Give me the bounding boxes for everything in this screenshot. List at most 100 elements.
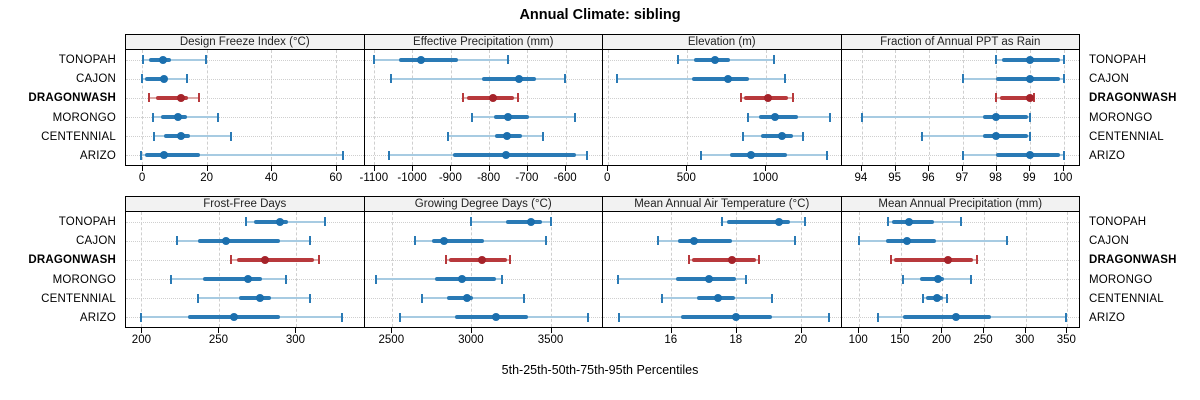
median-dot xyxy=(159,55,168,64)
iqr-bar-25-75 xyxy=(691,76,749,81)
site-label-centennial: CENTENNIAL xyxy=(41,292,116,305)
cap-95th xyxy=(783,74,786,84)
panel-group: Frost-Free Days Growing Degree Days (°C) M… xyxy=(125,196,1080,328)
gridline-vertical xyxy=(450,50,452,165)
cap-5th xyxy=(140,150,143,160)
cap-95th xyxy=(516,93,519,103)
whisker-5-95 xyxy=(143,58,207,61)
gridline-vertical xyxy=(686,50,688,165)
panel-header: Frost-Free Days xyxy=(126,197,364,212)
median-dot xyxy=(503,132,511,141)
cap-5th xyxy=(446,131,449,141)
cap-5th xyxy=(921,131,924,141)
site-label-cajon: CAJON xyxy=(1089,72,1129,85)
cap-5th xyxy=(374,274,377,284)
site-label-morongo: MORONGO xyxy=(52,111,116,124)
gridline-row xyxy=(126,221,364,223)
axis-tick-label: 0 xyxy=(604,172,611,184)
site-label-dragonwash: DRAGONWASH xyxy=(28,92,116,105)
iqr-bar-25-75 xyxy=(982,134,1029,139)
iqr-bar-25-75 xyxy=(892,219,934,224)
cap-95th xyxy=(507,55,510,65)
median-dot xyxy=(160,151,169,160)
median-dot xyxy=(724,74,733,83)
panel-plot-area xyxy=(364,50,602,165)
cap-95th xyxy=(340,312,343,322)
gridline-vertical xyxy=(412,50,414,165)
whisker-5-95 xyxy=(141,154,344,157)
gridline-vertical xyxy=(766,50,768,165)
site-label-centennial: CENTENNIAL xyxy=(1089,292,1164,305)
whisker-5-95 xyxy=(922,135,1031,138)
cap-95th xyxy=(509,255,512,265)
gridline-vertical xyxy=(1025,212,1027,327)
iqr-bar-25-75 xyxy=(432,238,485,243)
gridline-vertical xyxy=(295,212,297,327)
cap-5th xyxy=(660,293,663,303)
axis-tick-label: 20 xyxy=(200,172,214,184)
axis-tick xyxy=(941,328,943,333)
iqr-bar-25-75 xyxy=(677,238,732,243)
whisker-5-95 xyxy=(421,297,524,300)
axis-tick-label: 150 xyxy=(890,334,910,346)
median-dot xyxy=(222,236,231,245)
gridline-vertical xyxy=(962,50,964,165)
cap-5th xyxy=(413,236,416,246)
median-dot xyxy=(774,217,783,226)
figure-title: Annual Climate: sibling xyxy=(519,7,681,23)
axis-tick xyxy=(899,328,901,333)
site-label-gutter-right: TONOPAH CAJON DRAGONWASH MORONGO CENTENNIAL A… xyxy=(1080,34,1200,192)
panel-header: Mean Annual Precipitation (mm) xyxy=(841,197,1079,212)
cap-5th xyxy=(151,112,154,122)
median-dot xyxy=(527,217,536,226)
axis-tick-label: 16 xyxy=(664,334,678,346)
cap-5th xyxy=(616,74,619,84)
median-dot xyxy=(944,255,953,264)
gridline-vertical xyxy=(565,50,567,165)
iqr-bar-25-75 xyxy=(681,315,773,320)
axis-tick xyxy=(1066,328,1068,333)
cap-95th xyxy=(1029,131,1032,141)
cap-95th xyxy=(829,112,832,122)
axis-tick xyxy=(800,328,802,333)
median-dot xyxy=(763,93,772,102)
axis-tick-label: -900 xyxy=(438,172,462,184)
cap-95th xyxy=(793,236,796,246)
median-dot xyxy=(477,255,486,264)
iqr-bar-25-75 xyxy=(198,238,281,243)
axis-tick xyxy=(961,166,963,171)
median-dot xyxy=(173,113,182,122)
cap-5th xyxy=(700,150,703,160)
gridline-vertical xyxy=(141,212,143,327)
site-label-gutter-right: TONOPAH CAJON DRAGONWASH MORONGO CENTENNIAL A… xyxy=(1080,196,1200,354)
cap-95th xyxy=(564,74,567,84)
axis-tick xyxy=(1024,328,1026,333)
site-label-morongo: MORONGO xyxy=(1089,273,1153,286)
axis-tick-label: 100 xyxy=(1053,172,1073,184)
axis-tick xyxy=(335,166,337,171)
panel-header: Elevation (m) xyxy=(603,35,841,50)
site-label-arizo: ARIZO xyxy=(79,150,116,163)
median-dot xyxy=(770,113,779,122)
cap-5th xyxy=(742,131,745,141)
panel-fraction-of-annual-ppt-as-rain: Fraction of Annual PPT as Rain xyxy=(841,35,1079,165)
median-dot xyxy=(256,294,265,303)
cap-5th xyxy=(141,74,144,84)
cap-5th xyxy=(720,217,723,227)
cap-5th xyxy=(618,312,621,322)
axis-tick-label: -700 xyxy=(515,172,539,184)
site-label-stack: TONOPAH CAJON DRAGONWASH MORONGO CENTENNIAL A… xyxy=(0,50,125,166)
axis-tick xyxy=(983,328,985,333)
cap-5th xyxy=(746,112,749,122)
axis-tick xyxy=(928,166,930,171)
iqr-bar-25-75 xyxy=(692,257,756,262)
cap-5th xyxy=(860,112,863,122)
cap-5th xyxy=(245,217,248,227)
median-dot xyxy=(704,275,713,284)
gridline-vertical xyxy=(942,212,944,327)
gridline-vertical xyxy=(550,212,552,327)
median-dot xyxy=(1026,55,1035,64)
cap-5th xyxy=(995,55,998,65)
gridline-row xyxy=(841,78,1079,80)
